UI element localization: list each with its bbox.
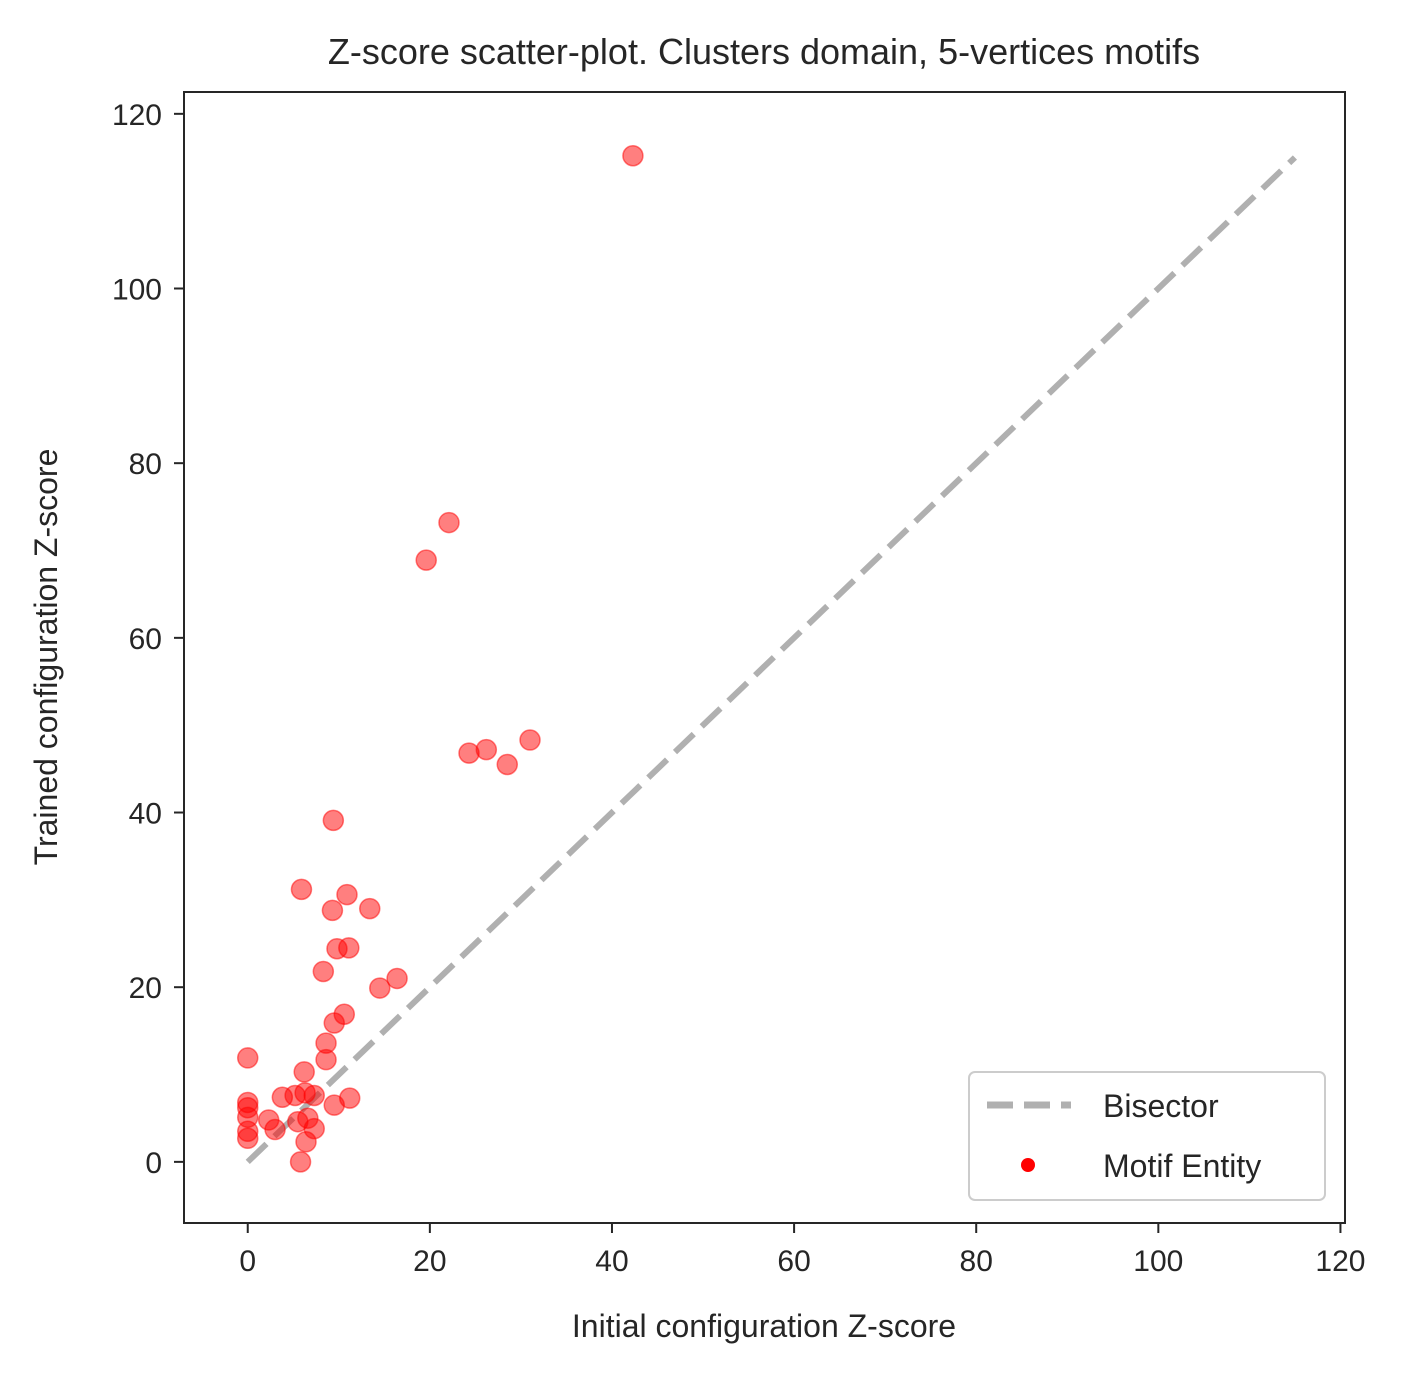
plot-area <box>236 145 1297 1173</box>
legend-frame <box>968 1071 1326 1201</box>
motif-entity-point <box>359 897 381 920</box>
motif-entity-point <box>264 1118 286 1141</box>
x-tick-label: 20 <box>413 1245 446 1278</box>
x-tick-label: 0 <box>239 1245 256 1278</box>
motif-entity-point <box>622 145 644 167</box>
motif-entity-point <box>323 1012 345 1034</box>
legend-label-motif-entity: Motif Entity <box>1103 1148 1261 1184</box>
motif-entity-point <box>293 1061 315 1083</box>
motif-entity-point <box>315 1048 337 1071</box>
motif-entity-point <box>236 1127 259 1150</box>
y-tick-label: 120 <box>112 99 162 132</box>
y-axis-label: Trained configuration Z-score <box>28 449 64 866</box>
motif-entity-point <box>475 738 498 761</box>
x-axis-label: Initial configuration Z-score <box>572 1308 956 1344</box>
motif-entity-point <box>236 1047 259 1069</box>
motif-entity-point <box>369 977 391 999</box>
bisector-line <box>245 155 1297 1165</box>
motif-entity-point <box>295 1131 317 1153</box>
plot-frame <box>183 91 1346 1224</box>
motif-entity-point <box>321 899 344 922</box>
motif-entity-point <box>303 1084 325 1107</box>
y-tick-label: 80 <box>129 448 162 481</box>
motif-entity-point <box>290 878 313 901</box>
motif-entity-point <box>289 1151 312 1173</box>
legend: Bisector Motif Entity <box>968 1071 1326 1201</box>
x-tick-label: 40 <box>595 1245 628 1278</box>
x-tick-label: 100 <box>1133 1245 1183 1278</box>
motif-entity-point <box>338 1087 361 1109</box>
chart-title: Z-score scatter-plot. Clusters domain, 5… <box>328 31 1200 72</box>
motif-entity-point <box>322 809 345 832</box>
motif-entity-point <box>519 729 541 751</box>
x-tick-label: 120 <box>1315 1245 1365 1278</box>
legend-motif-swatch <box>1021 1158 1035 1172</box>
motif-entity-point <box>338 937 360 959</box>
motif-entity-point <box>458 742 480 764</box>
motif-entity-point <box>386 967 408 990</box>
y-tick-label: 0 <box>145 1147 162 1180</box>
y-tick-label: 40 <box>129 798 162 831</box>
x-tick-label: 80 <box>960 1245 993 1278</box>
legend-label-bisector: Bisector <box>1103 1088 1219 1124</box>
motif-entity-point <box>438 511 460 534</box>
y-tick-label: 20 <box>129 972 162 1005</box>
y-tick-label: 100 <box>112 274 162 307</box>
motif-entity-point <box>312 960 335 983</box>
motif-entity-point <box>415 549 437 571</box>
motif-entity-point <box>496 753 519 776</box>
y-tick-label: 60 <box>129 623 162 656</box>
motif-entity-point <box>336 883 358 906</box>
x-tick-label: 60 <box>777 1245 810 1278</box>
